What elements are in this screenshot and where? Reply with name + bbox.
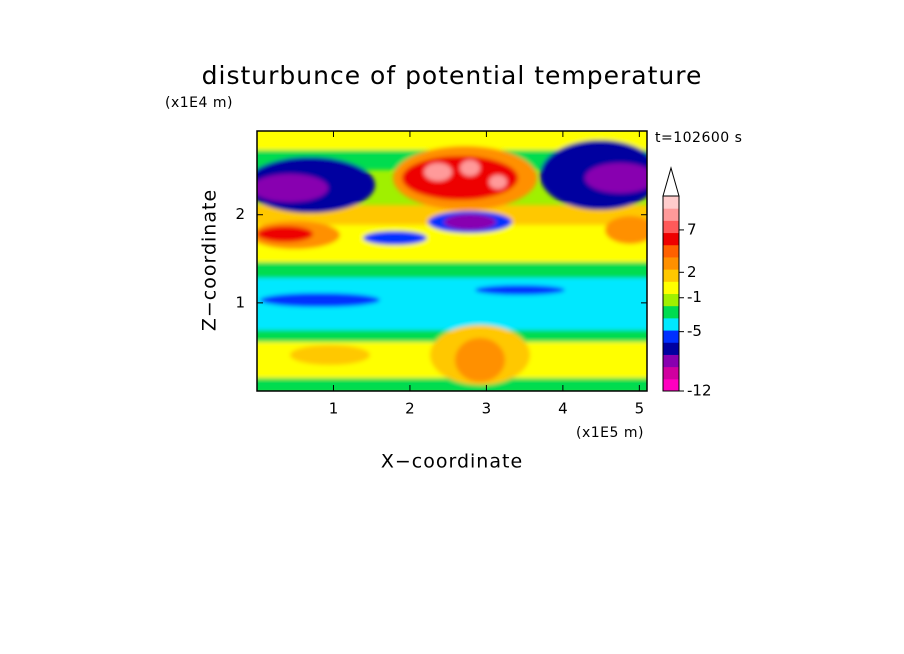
colorbar-swatch — [663, 330, 679, 343]
colorbar-swatch — [663, 354, 679, 368]
colorbar-swatch — [663, 256, 679, 270]
colorbar-swatch — [663, 305, 679, 319]
x-tick-label: 2 — [405, 400, 415, 418]
y-tick-label: 1 — [235, 293, 245, 311]
colorbar-swatch — [663, 293, 679, 307]
colorbar-swatch — [663, 232, 679, 246]
colorbar-extend — [662, 166, 680, 197]
colorbar-swatch — [663, 269, 679, 282]
colorbar-swatch — [663, 220, 679, 234]
colorbar-swatch — [663, 281, 679, 294]
colorbar-swatch — [663, 342, 679, 355]
colorbar-swatch — [663, 317, 679, 331]
x-axis-label: X−coordinate — [381, 451, 523, 473]
colorbar-swatch — [663, 366, 679, 380]
y-tick-label: 2 — [235, 205, 245, 223]
plot-frame — [256, 130, 648, 392]
x-unit: (x1E5 m) — [576, 425, 644, 441]
x-tick-label: 4 — [558, 400, 568, 418]
colorbar-swatch — [663, 208, 679, 221]
colorbar-tick-label: 7 — [687, 220, 697, 238]
chart-title: disturbunce of potential temperature — [202, 61, 703, 90]
colorbar-swatch — [663, 244, 679, 258]
x-tick-label: 3 — [482, 400, 492, 418]
colorbar-swatch — [663, 196, 679, 209]
annotation: t=102600 s — [655, 130, 742, 146]
y-unit: (x1E4 m) — [165, 95, 233, 111]
contour-field — [257, 131, 647, 391]
colorbar-tick-label: -5 — [687, 322, 702, 340]
x-tick-label: 5 — [635, 400, 645, 418]
colorbar-tick-label: -12 — [687, 382, 712, 400]
colorbar-tick-label: -1 — [687, 288, 702, 306]
y-axis-label: Z−coordinate — [199, 189, 221, 331]
colorbar-swatch — [663, 378, 679, 392]
colorbar-tick-label: 2 — [687, 263, 697, 281]
x-tick-label: 1 — [329, 400, 339, 418]
